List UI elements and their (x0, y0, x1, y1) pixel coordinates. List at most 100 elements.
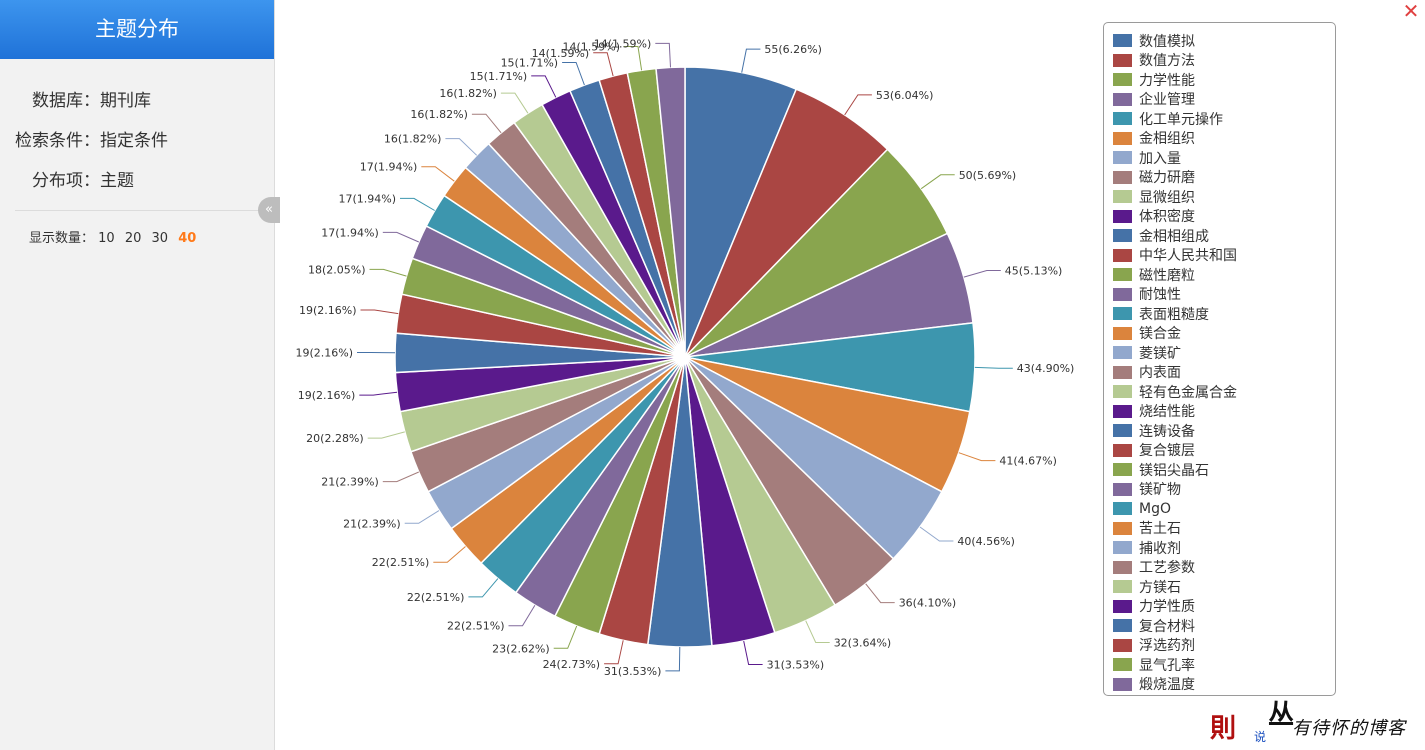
legend-label: 金相组织 (1139, 131, 1195, 148)
legend-item[interactable]: 轻有色金属合金 (1113, 382, 1237, 402)
watermark-text: 有待怀的博客 (1292, 718, 1406, 739)
legend-label: 数值模拟 (1139, 33, 1195, 50)
pie-slice-label: 31(3.53%) (604, 665, 662, 678)
display-count-row: 显示数量： 10 20 30 40 (29, 227, 202, 246)
legend-label: 镁合金 (1139, 326, 1181, 343)
pie-slice-label: 22(2.51%) (372, 556, 430, 569)
legend-item[interactable]: 浮选药剂 (1113, 636, 1195, 656)
close-button[interactable]: ✕ (1402, 1, 1420, 21)
legend-item[interactable]: 力学性能 (1113, 70, 1195, 90)
legend-swatch (1113, 580, 1132, 594)
pie-slice-label: 36(4.10%) (899, 597, 957, 610)
legend-label: 复合材料 (1139, 618, 1195, 635)
legend-item[interactable]: 数值方法 (1113, 51, 1195, 71)
legend-label: 镁矿物 (1139, 482, 1181, 499)
pie-slice-connector (468, 578, 499, 598)
legend-item[interactable]: 力学性质 (1113, 597, 1195, 617)
legend-item[interactable]: 捕收剂 (1113, 538, 1181, 558)
pie-slice-connector (919, 526, 954, 542)
legend-label: 体积密度 (1139, 209, 1195, 226)
legend-item[interactable]: 表面粗糙度 (1113, 304, 1209, 324)
legend-swatch (1113, 151, 1132, 165)
legend-swatch (1113, 112, 1132, 126)
legend-item[interactable]: 连铸设备 (1113, 421, 1195, 441)
pie-slice-label: 21(2.39%) (321, 476, 379, 489)
pie-slice-label: 53(6.04%) (876, 89, 934, 102)
pie-slice-label: 15(1.71%) (501, 57, 559, 70)
pie-slice-connector (844, 94, 872, 116)
legend-item[interactable]: 显气孔率 (1113, 655, 1195, 675)
watermark-logo-sub: 说 (1254, 730, 1267, 744)
legend-item[interactable]: 加入量 (1113, 148, 1181, 168)
legend-swatch (1113, 385, 1132, 399)
legend-item[interactable]: 金相相组成 (1113, 226, 1209, 246)
pie-slice-connector (367, 431, 405, 439)
legend-label: 轻有色金属合金 (1139, 384, 1237, 401)
legend-item[interactable]: 镁铝尖晶石 (1113, 460, 1209, 480)
pie-slice-connector (665, 646, 681, 672)
pie-slice-label: 32(3.64%) (834, 637, 892, 650)
legend-item[interactable]: 耐蚀性 (1113, 285, 1181, 305)
pie-slice-connector (369, 268, 407, 277)
pie-slice-label: 22(2.51%) (447, 620, 505, 633)
legend-item[interactable]: 复合材料 (1113, 616, 1195, 636)
legend-item[interactable]: 数值模拟 (1113, 31, 1195, 51)
pie-slice-label: 17(1.94%) (321, 226, 379, 239)
legend-item[interactable]: 煅烧温度 (1113, 675, 1195, 695)
legend-label: 化工单元操作 (1139, 111, 1223, 128)
search-condition-label: 检索条件： (15, 131, 100, 151)
pie-slice-connector (958, 452, 996, 462)
search-condition-value: 指定条件 (100, 131, 168, 151)
legend-label: 方镁石 (1139, 579, 1181, 596)
legend-item[interactable]: 体积密度 (1113, 207, 1195, 227)
legend-item[interactable]: 烧结性能 (1113, 402, 1195, 422)
legend-item[interactable]: 复合镀层 (1113, 441, 1195, 461)
blog-watermark: 則 说 丛 有待怀的博客 (1210, 700, 1422, 750)
collapse-sidebar-button[interactable]: « (258, 197, 280, 223)
legend-item[interactable]: 企业管理 (1113, 90, 1195, 110)
chart-legend: 数值模拟 数值方法 力学性能企业管理化工单元操作 金相组织加入量 磁力研磨 显微组织体积密… (1103, 22, 1336, 696)
legend-swatch (1113, 248, 1132, 262)
pie-slice-connector (400, 197, 435, 211)
legend-swatch (1113, 482, 1132, 496)
legend-label: 菱镁矿 (1139, 345, 1181, 362)
legend-label: 企业管理 (1139, 92, 1195, 109)
legend-item[interactable]: 磁力研磨 (1113, 168, 1195, 188)
legend-item[interactable]: MgO (1113, 499, 1171, 519)
legend-label: MgO (1139, 500, 1171, 517)
legend-item[interactable]: 菱镁矿 (1113, 343, 1181, 363)
legend-label: 加入量 (1139, 150, 1181, 167)
legend-item[interactable]: 方镁石 (1113, 577, 1181, 597)
legend-item[interactable]: 苦土石 (1113, 519, 1181, 539)
pie-chart: 55(6.26%) 53(6.04%) 50(5.69%) 45(5.13%) 43(4… (295, 37, 1074, 678)
legend-item[interactable]: 中华人民共和国 (1113, 246, 1237, 266)
legend-label: 显气孔率 (1139, 657, 1195, 674)
pie-slice-connector (360, 309, 399, 315)
pie-slice-connector (421, 166, 455, 182)
display-count-option-40[interactable]: 40 (178, 231, 197, 246)
pie-slice-label: 15(1.71%) (470, 70, 528, 83)
legend-swatch (1113, 53, 1132, 67)
pie-slice[interactable] (684, 66, 798, 358)
legend-item[interactable]: 磁性磨粒 (1113, 265, 1195, 285)
watermark-logo-main: 則 (1210, 714, 1237, 744)
legend-item[interactable]: 内表面 (1113, 363, 1181, 383)
legend-swatch (1113, 307, 1132, 321)
legend-item[interactable]: 显微组织 (1113, 187, 1195, 207)
legend-item[interactable]: 金相组织 (1113, 129, 1195, 149)
display-count-option-20[interactable]: 20 (124, 231, 142, 246)
legend-item[interactable]: 镁合金 (1113, 324, 1181, 344)
display-count-option-10[interactable]: 10 (98, 231, 115, 246)
legend-item[interactable]: 化工单元操作 (1113, 109, 1223, 129)
legend-item[interactable]: 镁矿物 (1113, 480, 1181, 500)
pie-slice-label: 16(1.82%) (410, 108, 468, 121)
legend-label: 力学性能 (1139, 72, 1195, 89)
legend-item[interactable]: 工艺参数 (1113, 558, 1195, 578)
legend-swatch (1113, 131, 1132, 145)
pie-slice-label: 18(2.05%) (308, 263, 366, 276)
pie-slice-connector (500, 92, 529, 114)
legend-label: 镁铝尖晶石 (1139, 462, 1209, 479)
display-count-option-30[interactable]: 30 (151, 231, 169, 246)
pie-slice-label: 21(2.39%) (343, 517, 401, 530)
legend-swatch (1113, 658, 1132, 672)
